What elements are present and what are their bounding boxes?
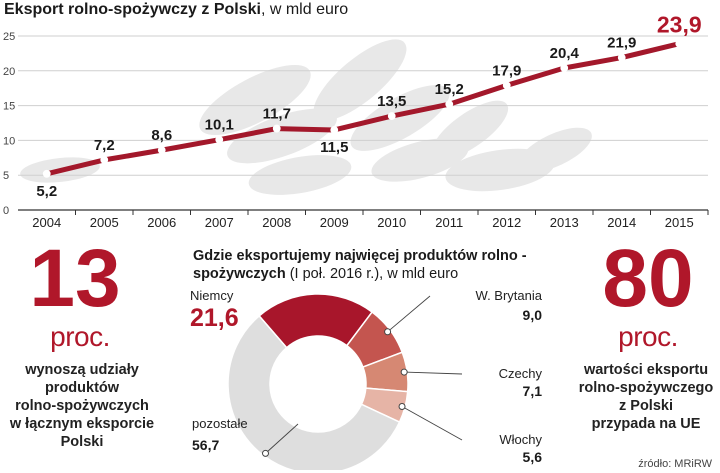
- slice-name: W. Brytania: [476, 288, 543, 303]
- series-line: [44, 41, 682, 177]
- data-label: 11,7: [263, 106, 291, 123]
- stat-right-number: 80: [602, 233, 694, 324]
- data-label: 13,5: [377, 93, 406, 110]
- stat-right-text: wartości eksportu rolno-spożywczego z Po…: [572, 361, 720, 433]
- donut-title-regular: (I poł. 2016 r.), w mld euro: [285, 266, 459, 282]
- data-label: 15,2: [435, 81, 464, 98]
- donut-slice: [227, 314, 401, 470]
- donut-title: Gdzie eksportujemy najwięcej produktów r…: [193, 247, 548, 283]
- data-label: 7,2: [94, 137, 115, 154]
- x-tick-label: 2011: [435, 215, 463, 230]
- slice-value: 7,1: [523, 383, 543, 399]
- data-point: [42, 169, 51, 178]
- data-point: [215, 135, 224, 144]
- grid-lines: [18, 35, 708, 176]
- slice-name: Czechy: [499, 366, 543, 381]
- slice-name: pozostałe: [192, 416, 248, 431]
- data-point: [617, 53, 626, 62]
- y-tick-label: 5: [3, 170, 9, 182]
- slice-name: Włochy: [499, 432, 542, 447]
- x-tick-label: 2009: [320, 215, 349, 230]
- x-tick-label: 2012: [492, 215, 521, 230]
- stat-left-line: produktów: [44, 380, 120, 396]
- leader-line: [265, 423, 299, 454]
- stat-right-unit: proc.: [618, 321, 678, 352]
- donut-slices: [227, 293, 409, 470]
- stat-left-line: rolno-spożywczych: [15, 398, 149, 414]
- data-point: [387, 112, 396, 120]
- leader-line: [404, 371, 463, 375]
- data-label: 10,1: [205, 117, 234, 134]
- source-note: źródło: MRiRW: [638, 458, 712, 470]
- leader-dot: [400, 368, 408, 376]
- x-tick-label: 2008: [262, 215, 291, 230]
- y-tick-label: 10: [3, 135, 15, 147]
- slice-value: 56,7: [192, 437, 219, 453]
- leader-dot: [384, 328, 392, 336]
- leader-dot: [262, 449, 270, 457]
- x-tick-label: 2006: [147, 215, 176, 230]
- stat-left-line: Polski: [60, 434, 104, 450]
- slice-value: 9,0: [523, 307, 543, 323]
- stat-left-text: wynoszą udziały produktów rolno-spożywcz…: [0, 361, 164, 451]
- slice-name: Niemcy: [190, 288, 234, 303]
- donut-title-bold: Gdzie eksportujemy najwięcej produktów r…: [193, 248, 527, 282]
- leader-dot: [398, 402, 406, 410]
- stat-right-line: z Polski: [619, 398, 673, 414]
- chart-title-units: , w mld euro: [260, 1, 349, 18]
- y-tick-label: 25: [3, 31, 15, 43]
- stat-right-line: przypada na UE: [591, 416, 701, 432]
- data-label: 11,5: [320, 139, 348, 156]
- leader-line: [401, 406, 463, 441]
- stat-left-number: 13: [29, 233, 121, 324]
- line-chart: 0 5 10 15 20 25 2004 2005 2006 2007 2008 2009 2010 20…: [3, 12, 709, 230]
- y-tick-label: 20: [3, 66, 15, 78]
- x-tick-label: 2013: [550, 215, 579, 230]
- x-tick-label: 2014: [607, 215, 636, 230]
- stat-right-line: rolno-spożywczego: [578, 380, 714, 396]
- line-series: [44, 41, 682, 177]
- x-tick-label: 2007: [205, 215, 234, 230]
- axes: 0 5 10 15 20 25 2004 2005 2006 2007 2008 2009 2010 20…: [3, 31, 709, 230]
- data-point: [445, 100, 454, 109]
- data-label: 17,9: [492, 62, 521, 79]
- stat-left-line: w łącznym eksporcie: [9, 416, 155, 432]
- chart-title-bold: Eksport rolno-spożywczy z Polski: [4, 1, 261, 18]
- stat-left-unit: proc.: [50, 321, 110, 352]
- slice-value: 21,6: [190, 304, 239, 332]
- leader-line: [387, 295, 431, 333]
- data-point: [675, 39, 684, 48]
- x-tick-label: 2005: [90, 215, 119, 230]
- data-label: 5,2: [36, 183, 57, 200]
- slice-value: 5,6: [523, 449, 543, 465]
- data-point: [502, 81, 511, 90]
- data-point: [560, 64, 569, 72]
- data-point: [100, 155, 109, 164]
- stat-right-line: wartości eksportu: [583, 362, 709, 378]
- data-label: 23,9: [657, 12, 702, 38]
- x-tick-label: 2010: [377, 215, 406, 230]
- y-tick-label: 0: [3, 205, 9, 217]
- x-tick-label: 2004: [32, 215, 61, 230]
- stat-left-line: wynoszą udziały: [25, 362, 139, 378]
- data-label: 21,9: [607, 35, 636, 52]
- chart-title: Eksport rolno-spożywczy z Polski, w mld …: [4, 1, 348, 19]
- y-tick-label: 15: [3, 101, 15, 113]
- data-label: 20,4: [550, 45, 580, 62]
- data-point: [157, 146, 166, 155]
- data-points: 5,2 7,2 8,6 10,1 11,7 11,5 13,5 15,2 17,9 20,4 21,…: [36, 12, 701, 200]
- data-point: [330, 126, 339, 134]
- data-label: 8,6: [151, 127, 172, 144]
- data-point: [272, 124, 281, 133]
- x-tick-label: 2015: [665, 215, 694, 230]
- donut-leaders: [262, 295, 463, 457]
